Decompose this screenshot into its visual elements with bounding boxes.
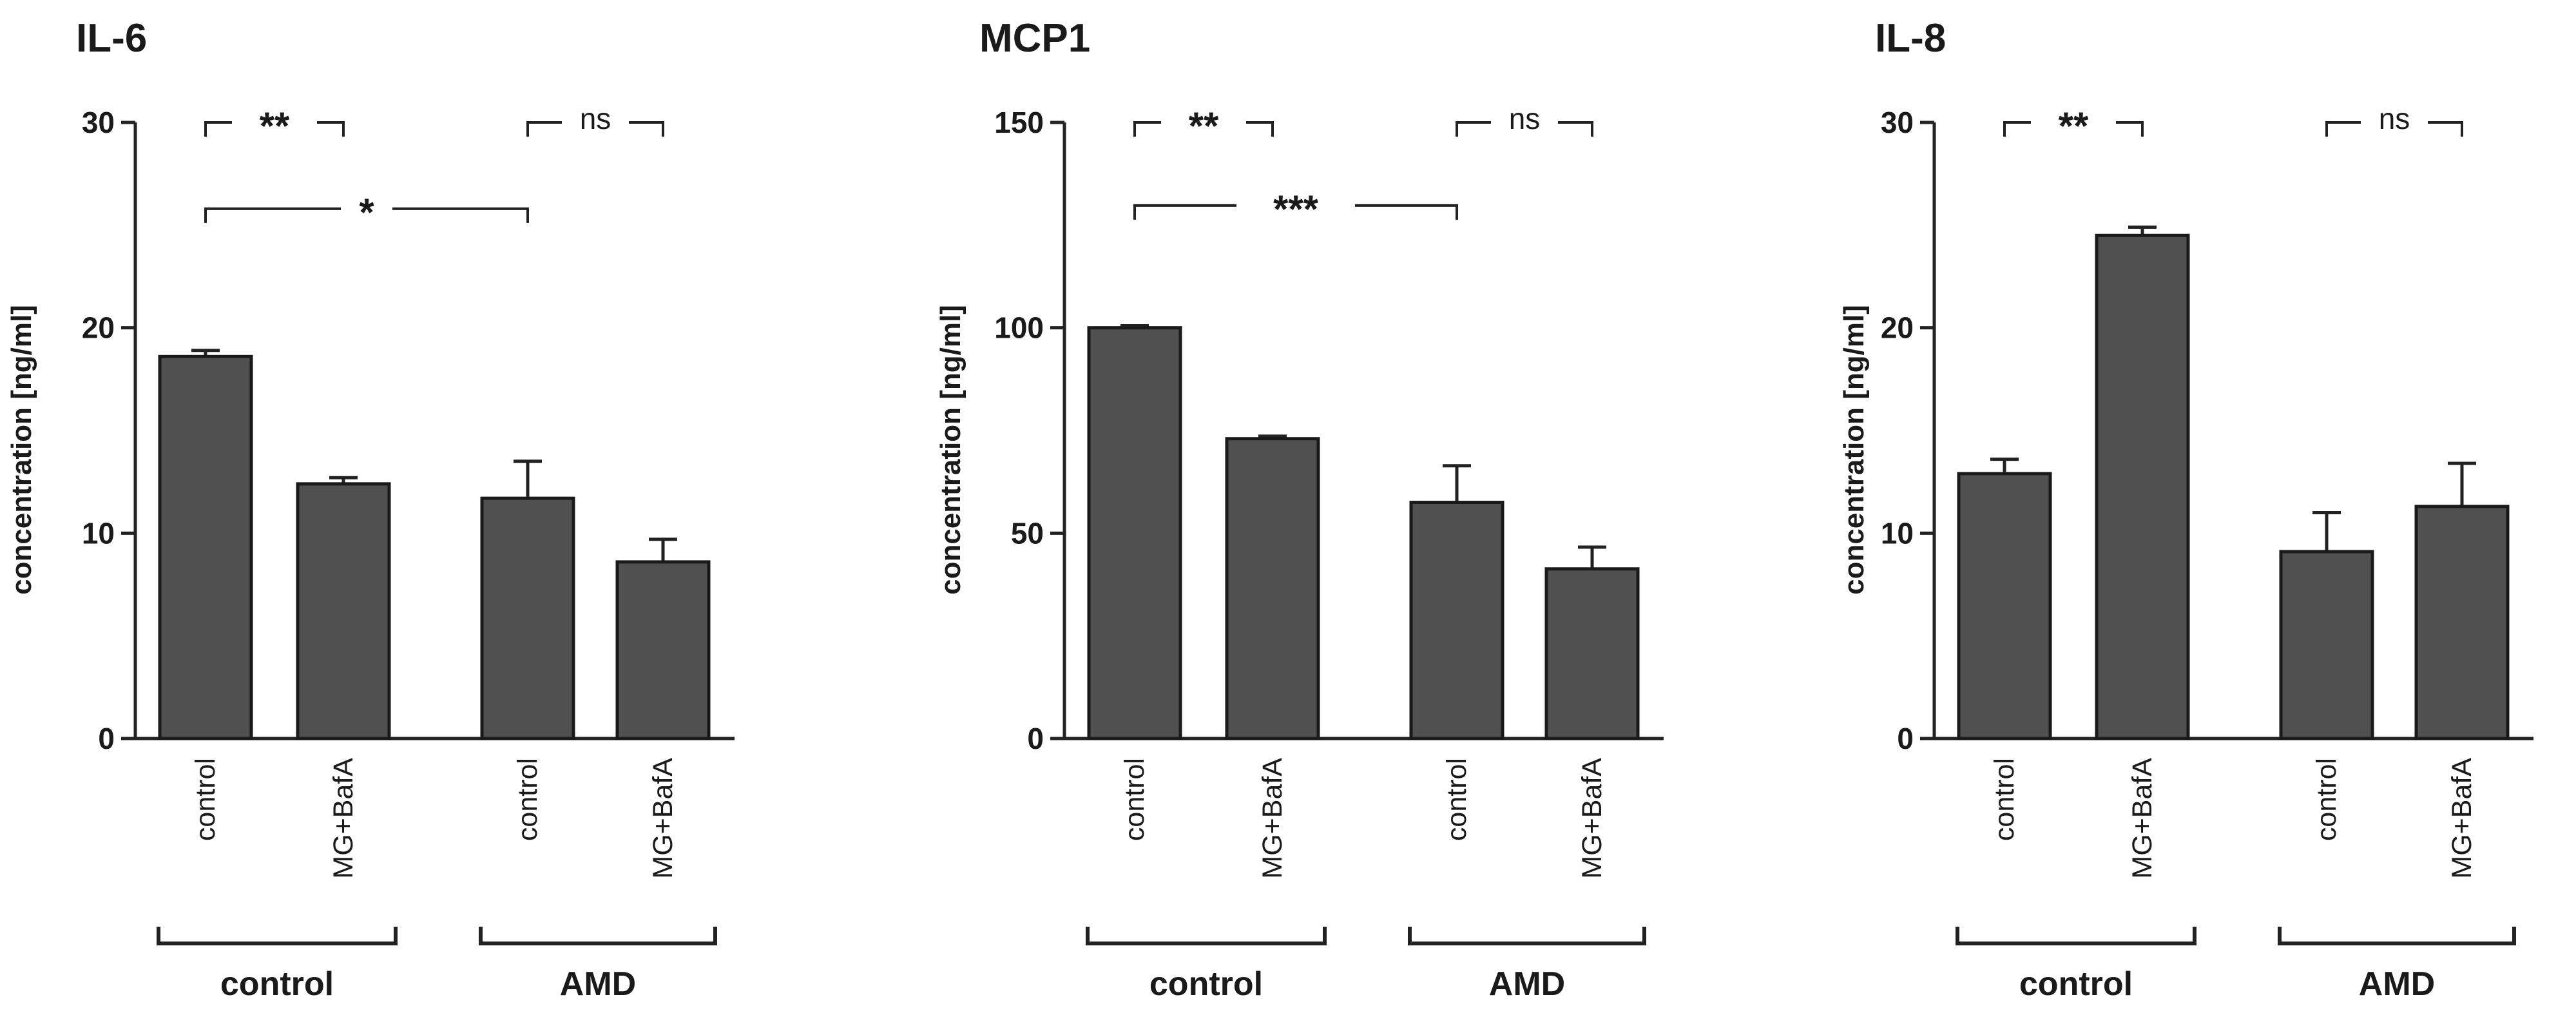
x-tick-label: MG+BafA — [2127, 758, 2158, 879]
group-bracket — [157, 927, 398, 945]
y-tick-label: 0 — [98, 722, 115, 755]
significance-bracket — [526, 121, 562, 137]
bar — [2095, 233, 2190, 740]
group-label: AMD — [2359, 965, 2435, 1003]
chart-panel-2: MCP1 concentration [ng/ml] 0 50 100 150 contro… — [935, 16, 1664, 1003]
significance-bracket — [1133, 121, 1161, 137]
significance-label: ns — [1509, 102, 1541, 135]
bar — [480, 496, 575, 740]
y-tick-label: 50 — [1011, 516, 1044, 550]
y-tick-label: 0 — [1027, 722, 1044, 755]
significance-label: * — [359, 191, 374, 234]
group-label: AMD — [1489, 965, 1565, 1003]
group-label: control — [220, 965, 334, 1003]
bar — [2279, 550, 2374, 740]
group-bracket — [1956, 927, 2196, 945]
significance-bracket — [1355, 204, 1458, 220]
significance-bracket — [317, 121, 345, 137]
bar — [1225, 437, 1320, 740]
x-tick-label: control — [1441, 758, 1472, 841]
significance-label: ** — [260, 104, 290, 148]
y-tick-label: 0 — [1897, 722, 1914, 755]
x-tick-label: control — [512, 758, 543, 841]
y-axis-label: concentration [ng/ml] — [6, 305, 37, 595]
y-tick-label: 10 — [82, 516, 115, 550]
significance-bracket — [1558, 121, 1593, 137]
chart-panel-1: IL-6 concentration [ng/ml] 0 10 20 30 control M… — [6, 16, 735, 1003]
x-tick-label: MG+BafA — [328, 758, 359, 879]
x-tick-label: control — [1119, 758, 1150, 841]
significance-bracket — [204, 121, 232, 137]
y-tick-label: 150 — [994, 106, 1044, 139]
chart-title: MCP1 — [979, 16, 1090, 61]
group-bracket — [1408, 927, 1646, 945]
group-bracket — [1086, 927, 1327, 945]
significance-bracket — [629, 121, 664, 137]
significance-bracket — [1133, 204, 1236, 220]
bar — [1409, 501, 1504, 740]
y-tick-label: 20 — [82, 311, 115, 345]
group-bracket — [479, 927, 717, 945]
significance-label: ** — [1189, 104, 1219, 148]
x-tick-label: MG+BafA — [1577, 758, 1608, 879]
group-bracket — [2278, 927, 2516, 945]
y-tick-label: 30 — [1881, 106, 1914, 139]
chart-title: IL-6 — [76, 16, 147, 61]
bar — [1087, 326, 1182, 740]
x-tick-label: control — [1989, 758, 2020, 841]
chart-title: IL-8 — [1875, 16, 1946, 61]
group-label: control — [1149, 965, 1263, 1003]
x-tick-label: control — [2311, 758, 2342, 841]
y-tick-label: 20 — [1881, 311, 1914, 345]
x-tick-label: MG+BafA — [2446, 758, 2477, 879]
significance-bracket — [2116, 121, 2144, 137]
bar — [158, 354, 253, 740]
y-tick-label: 100 — [994, 311, 1044, 345]
bar — [296, 482, 391, 740]
bar — [1544, 567, 1640, 740]
chart-panel-3: IL-8 concentration [ng/ml] 0 10 20 30 control M… — [1838, 16, 2533, 1003]
significance-label: ** — [2059, 104, 2089, 148]
y-axis-label: concentration [ng/ml] — [1838, 305, 1870, 595]
significance-bracket — [1246, 121, 1274, 137]
significance-bracket — [2428, 121, 2463, 137]
significance-bracket — [392, 207, 529, 223]
y-axis-label: concentration [ng/ml] — [935, 305, 966, 595]
significance-label: ns — [2379, 102, 2410, 135]
significance-bracket — [2325, 121, 2361, 137]
y-tick-label: 30 — [82, 106, 115, 139]
significance-label: ns — [580, 102, 611, 135]
x-tick-label: control — [190, 758, 221, 841]
x-tick-label: MG+BafA — [648, 758, 678, 879]
significance-label: *** — [1273, 188, 1319, 231]
significance-bracket — [2003, 121, 2031, 137]
bar — [1957, 472, 2052, 740]
x-tick-label: MG+BafA — [1257, 758, 1288, 879]
significance-bracket — [204, 207, 341, 223]
group-label: AMD — [560, 965, 636, 1003]
group-label: control — [2019, 965, 2133, 1003]
bar — [2414, 505, 2510, 740]
bar — [615, 560, 711, 740]
significance-bracket — [1456, 121, 1491, 137]
y-tick-label: 10 — [1881, 516, 1914, 550]
